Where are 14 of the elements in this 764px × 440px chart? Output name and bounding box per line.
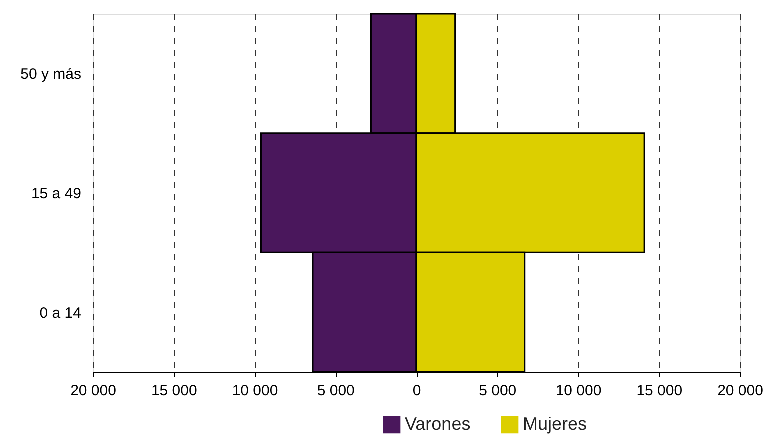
legend-label: Mujeres — [523, 414, 588, 434]
x-tick-label: 5 000 — [317, 382, 355, 400]
legend-label: Varones — [405, 414, 471, 434]
x-tick-label: 15 000 — [636, 382, 683, 400]
y-tick-label: 50 y más — [20, 66, 82, 84]
x-tick-label: 0 — [412, 382, 422, 400]
x-tick-label: 20 000 — [70, 382, 116, 400]
x-tick-label: 15 000 — [151, 382, 198, 400]
x-tick-label: 20 000 — [718, 382, 764, 400]
y-tick-label: 15 a 49 — [31, 186, 82, 202]
x-tick-label: 10 000 — [232, 382, 278, 400]
x-tick-label: 5 000 — [479, 382, 517, 400]
y-tick-label: 0 a 14 — [40, 304, 82, 322]
x-tick-label: 10 000 — [556, 382, 602, 400]
